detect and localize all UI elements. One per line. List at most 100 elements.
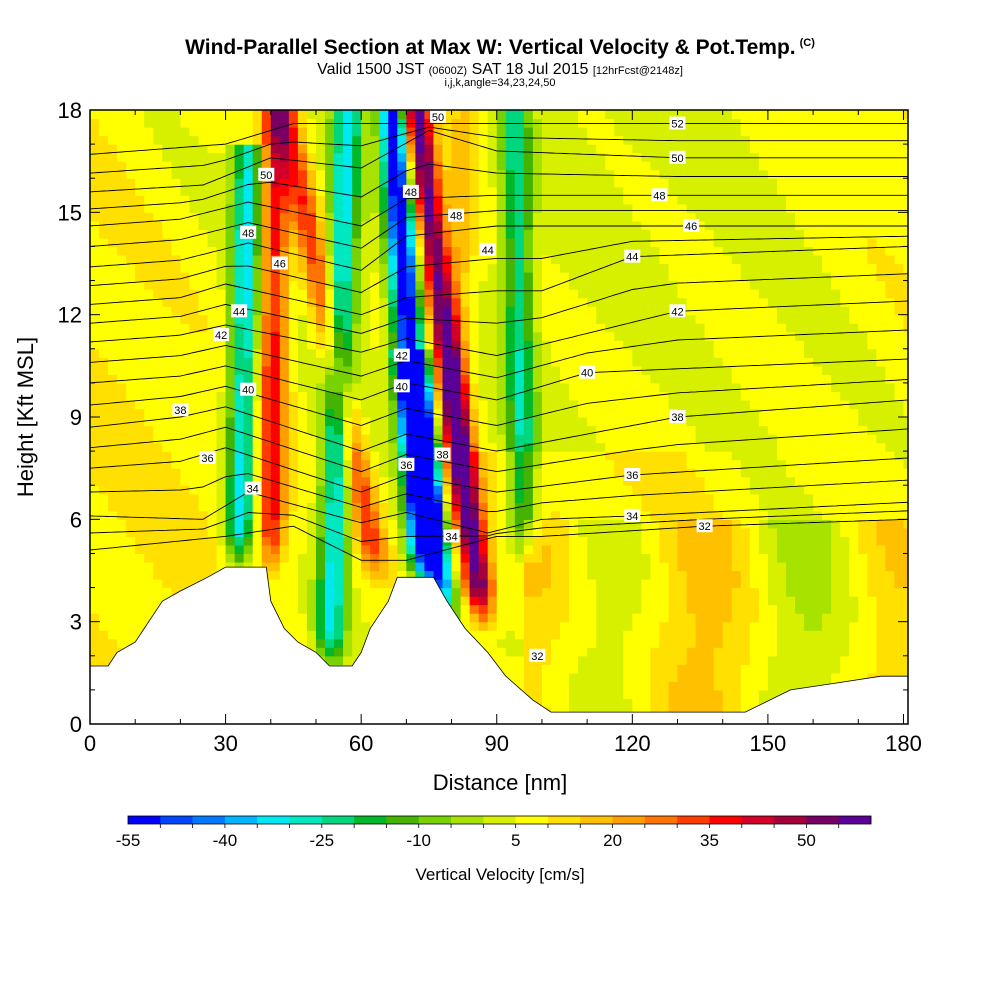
velocity-cell [270,297,281,307]
velocity-cell [90,169,100,179]
velocity-cell [632,297,642,307]
velocity-cell [632,596,642,606]
velocity-cell [415,169,426,179]
velocity-cell [514,399,525,410]
velocity-cell [352,280,362,290]
velocity-cell [397,374,407,384]
velocity-cell [153,468,163,478]
velocity-cell [135,323,145,333]
velocity-cell [198,544,209,555]
velocity-cell [668,672,679,682]
velocity-cell [370,203,380,213]
velocity-cell [207,510,218,520]
velocity-cell [189,314,200,324]
velocity-cell [90,323,100,333]
velocity-cell [578,638,588,648]
velocity-cell [306,510,317,520]
velocity-cell [270,280,281,290]
velocity-cell [198,331,209,341]
velocity-cell [288,382,299,393]
velocity-cell [144,178,154,188]
velocity-cell [325,476,335,486]
velocity-cell [397,553,407,563]
velocity-cell [623,587,633,597]
velocity-cell [126,544,136,555]
velocity-cell [469,502,480,512]
velocity-cell [442,314,453,324]
velocity-cell [496,638,507,648]
velocity-cell [596,203,606,213]
velocity-cell [325,621,335,631]
velocity-cell [297,297,308,307]
velocity-cell [270,374,281,384]
velocity-cell [99,510,109,520]
velocity-cell [433,314,444,324]
velocity-cell [225,451,236,461]
velocity-cell [668,613,679,623]
velocity-cell [325,127,335,137]
velocity-cell [252,161,263,171]
velocity-cell [442,510,453,520]
velocity-cell [569,127,579,137]
velocity-cell [126,510,136,520]
velocity-cell [632,178,642,188]
velocity-cell [514,647,525,657]
velocity-cell [523,536,534,546]
velocity-cell [243,246,254,256]
velocity-cell [108,587,118,597]
velocity-cell [379,272,389,282]
velocity-cell [587,587,597,597]
velocity-cell [171,417,181,427]
velocity-cell [379,553,389,563]
velocity-cell [541,263,552,273]
velocity-cell [216,374,227,384]
velocity-cell [90,289,100,299]
velocity-cell [623,272,633,282]
velocity-cell [388,263,398,273]
velocity-cell [90,655,100,665]
velocity-cell [388,544,398,555]
velocity-cell [306,587,317,597]
velocity-cell [641,195,651,205]
velocity-cell [487,195,498,205]
velocity-cell [379,596,389,606]
velocity-cell [189,306,200,316]
velocity-cell [334,289,344,299]
velocity-cell [505,280,516,290]
velocity-cell [334,647,344,657]
velocity-cell [90,374,100,384]
velocity-cell [650,544,661,555]
velocity-cell [126,527,136,537]
velocity-cell [171,110,181,120]
velocity-cell [695,391,706,401]
velocity-cell [578,706,588,717]
velocity-cell [406,246,416,256]
velocity-cell [424,417,435,427]
velocity-cell [614,485,624,495]
velocity-cell [614,561,624,572]
velocity-cell [668,237,679,248]
velocity-cell [243,536,254,546]
velocity-cell [415,323,426,333]
velocity-cell [541,596,552,606]
velocity-cell [216,323,227,333]
velocity-cell [650,579,661,589]
velocity-cell [352,203,362,213]
velocity-cell [288,203,299,213]
velocity-cell [270,186,281,196]
velocity-cell [415,451,426,461]
velocity-cell [288,186,299,196]
velocity-cell [704,161,715,171]
velocity-cell [171,391,181,401]
velocity-cell [343,399,353,410]
velocity-cell [496,544,507,555]
velocity-cell [397,570,407,580]
velocity-cell [234,544,245,555]
velocity-cell [261,493,272,503]
velocity-cell [135,229,145,239]
velocity-cell [261,212,272,222]
velocity-cell [325,161,335,171]
velocity-cell [397,135,407,145]
velocity-cell [596,613,606,623]
velocity-cell [641,485,651,495]
